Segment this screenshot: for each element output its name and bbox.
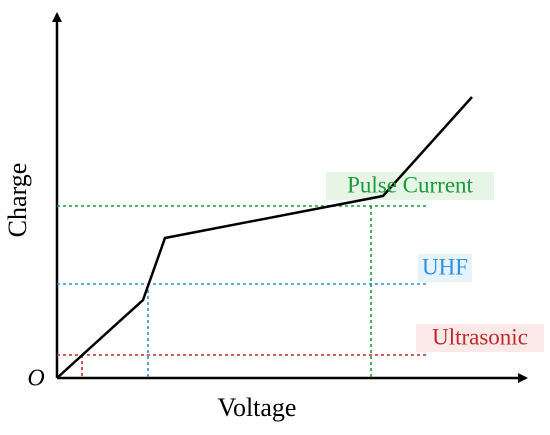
label-bg <box>418 254 472 282</box>
label-bg <box>326 172 494 200</box>
threshold-label: Pulse Current <box>347 172 473 197</box>
y-axis-label: Charge <box>3 163 32 238</box>
charge-curve <box>56 96 473 379</box>
x-axis-label: Voltage <box>218 393 297 422</box>
label-bg <box>416 324 544 352</box>
threshold-label: UHF <box>422 254 468 279</box>
origin-label: O <box>27 366 44 392</box>
threshold-label: Ultrasonic <box>432 324 528 349</box>
